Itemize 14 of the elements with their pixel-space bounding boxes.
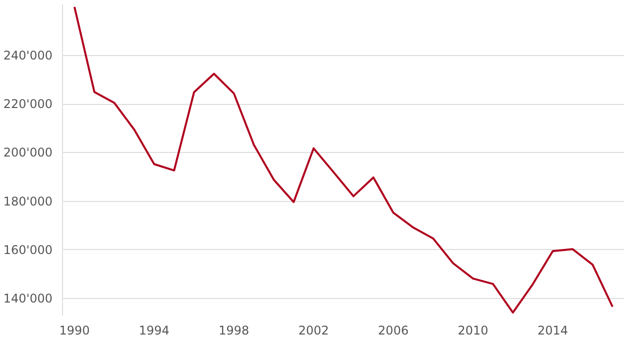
y-tick-label: 220'000	[3, 97, 52, 112]
y-tick-label: 200'000	[3, 146, 52, 160]
y-tick-label: 140'000	[3, 291, 52, 306]
x-tick-label: 2002	[298, 324, 329, 338]
x-tick-label: 2006	[378, 324, 409, 338]
y-tick-label: 160'000	[3, 242, 52, 257]
x-tick-label: 2014	[537, 324, 568, 338]
x-tick-label: 2010	[458, 324, 488, 338]
y-tick-label: 240'000	[3, 48, 52, 63]
x-tick-label: 1998	[218, 324, 250, 338]
y-tick-label: 180'000	[3, 194, 52, 208]
line-series	[73, 6, 614, 314]
x-tick-label: 1990	[59, 324, 90, 338]
x-tick-label: 1994	[138, 324, 170, 338]
